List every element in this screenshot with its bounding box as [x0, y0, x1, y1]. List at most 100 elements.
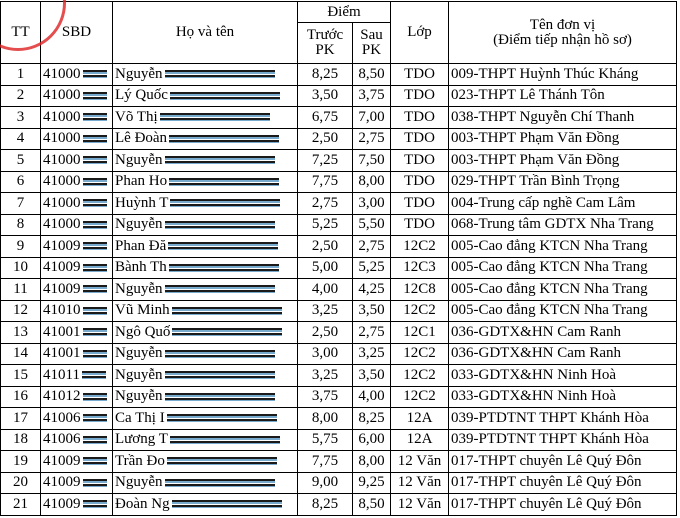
cell-sbd: 41000	[40, 149, 113, 172]
cell-sbd: 41000	[40, 213, 113, 236]
cell-class: TDO	[390, 149, 450, 172]
cell-sbd: 41009	[40, 471, 113, 494]
cell-tt: 18	[0, 428, 41, 451]
cell-after: 7,00	[351, 106, 392, 129]
cell-after: 8,00	[351, 170, 392, 193]
sbd-text: 41000	[43, 151, 81, 168]
cell-after: 8,50	[351, 493, 392, 516]
cell-sbd: 41009	[40, 235, 113, 258]
class-text: TDO	[404, 151, 435, 168]
before-text: 2,50	[311, 237, 339, 254]
name-text: Lý Quốc	[115, 87, 168, 104]
header-after: Sau PK	[351, 22, 392, 64]
unit-text: 004-Trung cấp nghề Cam Lâm	[451, 194, 636, 211]
cell-unit: 068-Trung tâm GDTX Nha Trang	[448, 213, 678, 236]
unit-text: 005-Cao đẳng KTCN Nha Trang	[451, 237, 648, 254]
cell-tt: 2	[0, 84, 41, 107]
name-text: Phan Ho	[115, 173, 168, 190]
unit-text: 039-PTDTNT THPT Khánh Hòa	[451, 409, 649, 426]
unit-text: 009-THPT Huỳnh Thúc Kháng	[451, 65, 639, 82]
redaction	[82, 156, 107, 165]
row: 16 41012 Nguyễn 3,75 4,00 12C2 033-GDTX&HN Nin…	[0, 385, 678, 408]
cell-tt: 9	[0, 235, 41, 258]
cell-unit: 023-THPT Lê Thánh Tôn	[448, 84, 678, 107]
cell-unit: 036-GDTX&HN Cam Ranh	[448, 321, 678, 344]
cell-class: 12A	[390, 407, 450, 430]
cell-unit: 005-Cao đẳng KTCN Nha Trang	[448, 278, 678, 301]
after-text: 4,00	[358, 388, 385, 405]
cell-sbd: 41009	[40, 493, 113, 516]
cell-after: 3,50	[351, 299, 392, 322]
cell-tt: 21	[0, 493, 41, 516]
cell-before: 3,00	[297, 342, 353, 365]
name-text: Võ Thị	[115, 108, 158, 125]
cell-before: 7,75	[297, 170, 353, 193]
redaction	[169, 91, 280, 100]
sbd-text: 41011	[43, 366, 80, 383]
cell-name: Nguyễn	[112, 149, 298, 172]
row: 8 41000 Nguyễn 5,25 5,50 TDO 068-Trung tâm GDT…	[0, 213, 678, 236]
row: 5 41000 Nguyễn 7,25 7,50 TDO 003-THPT Phạm Văn…	[0, 149, 678, 172]
cell-after: 5,50	[351, 213, 392, 236]
unit-text: 005-Cao đẳng KTCN Nha Trang	[451, 259, 648, 276]
sbd-text: 41012	[43, 388, 81, 405]
cell-after: 8,50	[351, 63, 392, 86]
redaction	[82, 414, 107, 423]
cell-before: 9,00	[297, 471, 353, 494]
redaction	[82, 113, 107, 122]
before-text: 5,75	[311, 431, 339, 448]
redaction	[164, 392, 275, 401]
redaction	[82, 478, 107, 487]
cell-tt: 3	[0, 106, 41, 129]
cell-name: Nguyễn	[112, 278, 298, 301]
after-text: 3,50	[358, 366, 385, 383]
cell-unit: 017-THPT chuyên Lê Quý Đôn	[448, 493, 678, 516]
cell-tt: 16	[0, 385, 41, 408]
cell-tt: 5	[0, 149, 41, 172]
sbd-text: 41006	[43, 409, 81, 426]
after-text: 6,00	[358, 431, 385, 448]
cell-unit: 033-GDTX&HN Ninh Hoà	[448, 364, 678, 387]
name-text: Nguyễn	[115, 366, 163, 383]
row: 11 41009 Nguyễn 4,00 4,25 12C8 005-Cao đẳng KT…	[0, 278, 678, 301]
after-text: 8,25	[358, 409, 385, 426]
cell-after: 3,75	[351, 84, 392, 107]
after-text: 7,00	[358, 108, 385, 125]
tt-text: 1	[16, 65, 25, 82]
cell-sbd: 41006	[40, 407, 113, 430]
row: 7 41000 Huỳnh T 2,75 3,00 TDO 004-Trung cấp ng…	[0, 192, 678, 215]
cell-before: 2,50	[297, 127, 353, 150]
cell-unit: 005-Cao đẳng KTCN Nha Trang	[448, 299, 678, 322]
before-text: 7,75	[311, 452, 339, 469]
cell-sbd: 41001	[40, 342, 113, 365]
redaction	[81, 371, 106, 380]
before-text: 8,25	[311, 65, 339, 82]
redaction	[166, 457, 277, 466]
before-text: 8,25	[311, 495, 339, 512]
tt-text: 11	[13, 280, 28, 297]
before-text: 4,00	[311, 280, 339, 297]
class-text: TDO	[404, 173, 435, 190]
cell-before: 3,25	[297, 364, 353, 387]
sbd-text: 41001	[43, 323, 81, 340]
cell-before: 7,75	[297, 450, 353, 473]
cell-class: 12C2	[390, 342, 450, 365]
redaction	[82, 328, 107, 337]
sbd-text: 41009	[43, 259, 81, 276]
cell-name: Lý Quốc	[112, 84, 298, 107]
after-text: 5,50	[358, 216, 385, 233]
name-text: Lê Đoàn	[115, 130, 168, 147]
cell-tt: 12	[0, 299, 41, 322]
cell-name: Ngô Quố	[112, 321, 298, 344]
cell-before: 6,75	[297, 106, 353, 129]
unit-text: 038-THPT Nguyễn Chí Thanh	[451, 108, 635, 125]
redaction	[164, 478, 275, 487]
cell-sbd: 41009	[40, 256, 113, 279]
cell-after: 4,00	[351, 385, 392, 408]
class-text: 12C2	[403, 345, 436, 362]
name-text: Ngô Quố	[115, 323, 171, 340]
sbd-text: 41000	[43, 194, 81, 211]
after-text: 9,25	[358, 474, 385, 491]
unit-text: 003-THPT Phạm Văn Đồng	[451, 130, 620, 147]
before-text: 2,50	[311, 323, 339, 340]
